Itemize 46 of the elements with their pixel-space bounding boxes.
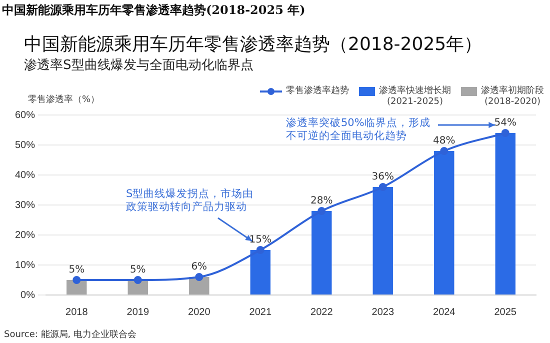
y-axis-title: 零售渗透率（%）: [28, 94, 100, 106]
y-tick-label: 30%: [15, 200, 36, 211]
data-label: 5%: [68, 264, 85, 276]
point: [378, 183, 387, 191]
legend-label: 渗透率初期阶段 (2018-2020): [481, 86, 544, 108]
point: [318, 207, 326, 215]
x-tick-label: 2023: [372, 306, 394, 318]
bar: [250, 250, 270, 294]
y-tick-label: 0%: [20, 290, 36, 301]
chart-title: 中国新能源乘用车历年零售渗透率趋势（2018-2025年）: [24, 33, 482, 56]
data-label: 54%: [494, 118, 516, 129]
data-label: 28%: [310, 196, 333, 207]
chart-subtitle: 渗透率S型曲线爆发与全面电动化临界点: [24, 57, 254, 74]
point: [440, 147, 448, 155]
point: [256, 246, 264, 254]
data-label: 6%: [191, 262, 208, 273]
y-tick-label: 40%: [15, 170, 36, 181]
text: 中国新能源乘用车历年零售渗透率趋势(2018-2025 年): [2, 2, 306, 19]
annotation: 渗透率突破50%临界点，形成不可逆的全面电动化趋势: [286, 116, 430, 142]
data-label: 48%: [433, 136, 456, 147]
y-tick-label: 60%: [15, 110, 36, 121]
x-tick-label: 2018: [66, 306, 88, 318]
data-label: 15%: [249, 234, 272, 246]
legend-label: 渗透率快速增长期 (2021-2025): [379, 86, 451, 108]
data-label: 36%: [372, 172, 394, 183]
x-tick-label: 2021: [249, 306, 272, 318]
bar: [372, 187, 393, 294]
x-tick-label: 2020: [188, 306, 211, 318]
bar: [495, 133, 516, 294]
bar: [312, 211, 332, 294]
y-tick-label: 20%: [15, 230, 36, 241]
point: [195, 273, 204, 281]
bar: [434, 151, 454, 294]
x-tick-label: 2022: [310, 306, 334, 318]
point: [501, 129, 510, 137]
y-tick-label: 10%: [15, 260, 36, 271]
data-label: 5%: [130, 264, 146, 276]
point: [134, 276, 142, 284]
point: [72, 276, 81, 284]
annotation: S型曲线爆发拐点，市场由政策驱动转向产品力驱动: [126, 186, 254, 213]
y-tick-label: 50%: [15, 140, 36, 151]
source-note: Source: 能源局, 电力企业联合会: [4, 328, 137, 341]
x-tick-label: 2024: [433, 306, 456, 318]
x-tick-label: 2025: [494, 306, 517, 318]
legend-label: 零售渗透率趋势: [286, 86, 349, 97]
x-tick-label: 2019: [126, 306, 150, 318]
